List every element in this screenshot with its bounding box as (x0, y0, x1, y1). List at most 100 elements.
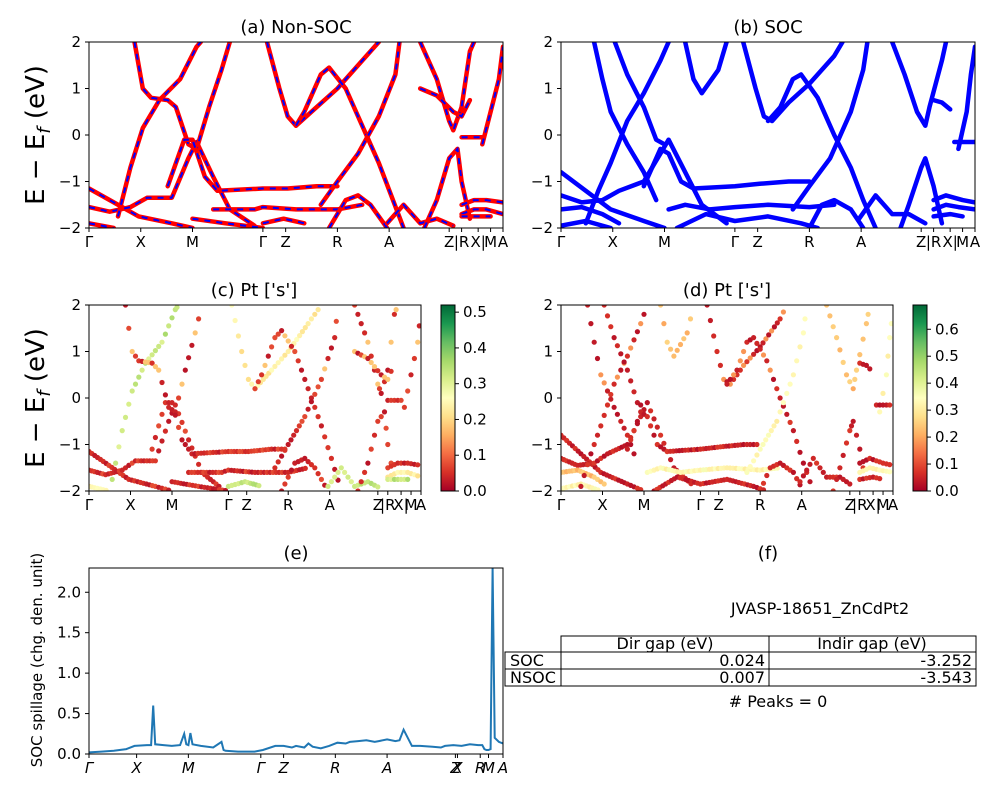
projection-point (176, 395, 182, 401)
projection-point (824, 305, 830, 308)
projection-point (169, 315, 175, 321)
projection-point (810, 455, 816, 461)
panel-a-ylabel: E − Ef (eV) (21, 65, 55, 205)
projection-point (333, 318, 339, 324)
projection-point (179, 437, 185, 443)
projection-point (156, 423, 162, 429)
projection-point (169, 400, 175, 406)
projection-point (315, 384, 321, 390)
projection-point (162, 331, 168, 337)
projection-point (624, 432, 631, 438)
projection-point (595, 487, 601, 491)
projection-point (109, 476, 115, 482)
projection-point (113, 460, 119, 466)
x-tick-label: Γ (731, 233, 740, 251)
x-tick-label: Z (845, 496, 855, 514)
projection-point (174, 305, 180, 310)
projection-point (352, 305, 358, 308)
x-tick-label: Γ (696, 496, 705, 514)
projection-point (186, 446, 192, 452)
projection-point (604, 402, 611, 408)
projection-point (269, 367, 275, 373)
projection-point (302, 325, 308, 331)
projection-point (179, 419, 185, 425)
x-tick-label: A (856, 233, 867, 251)
projection-point (611, 335, 617, 341)
projection-point (814, 460, 820, 466)
x-tick-label: R (283, 496, 293, 514)
projection-point (581, 472, 587, 479)
projection-point (322, 366, 328, 372)
projection-point (388, 368, 394, 374)
projection-point (146, 356, 152, 362)
projection-point (172, 412, 178, 418)
projection-point (867, 366, 873, 372)
projection-point (288, 437, 294, 443)
projection-point (182, 367, 188, 373)
projection-point (797, 344, 803, 350)
projection-point (362, 469, 368, 475)
colorbar-tick-label: 0.5 (935, 347, 959, 365)
y-tick-label: −2 (59, 482, 81, 500)
x-tick-label: M (956, 233, 969, 251)
projection-point (714, 348, 720, 355)
x-tick-label: X| (865, 496, 880, 514)
band-line-overlay (419, 87, 471, 118)
projection-point (863, 362, 870, 368)
projection-point (588, 451, 594, 457)
projection-point (578, 483, 584, 489)
band-line-overlay (117, 42, 202, 217)
projection-point (834, 476, 840, 482)
band-line (612, 42, 667, 147)
projection-point (608, 396, 614, 402)
band-line-overlay (89, 222, 114, 228)
projection-point (628, 345, 634, 351)
y-tick-label: −1 (531, 436, 553, 454)
x-tick-label: X (125, 496, 135, 514)
band-line (956, 44, 975, 152)
projection-point (192, 330, 198, 336)
projection-point (308, 316, 314, 322)
table-header-dir-gap: Dir gap (eV) (617, 634, 714, 653)
band-line (260, 216, 307, 226)
y-tick-label: 2 (71, 296, 81, 314)
projection-point (322, 434, 328, 440)
projection-point (614, 411, 621, 417)
projection-point (305, 321, 311, 327)
x-tick-label: Γ (85, 759, 95, 777)
projection-point (176, 424, 182, 430)
projection-point (269, 344, 275, 350)
projection-point (852, 376, 858, 382)
projection-point (668, 457, 674, 463)
projection-point (122, 414, 129, 420)
projection-point (302, 376, 308, 382)
projection-point (103, 487, 109, 491)
projection-point (780, 400, 787, 406)
projection-point (295, 358, 301, 364)
projection-point (857, 352, 863, 358)
projection-point (687, 316, 694, 322)
band-line (132, 42, 233, 152)
y-tick-label: −2 (531, 219, 553, 237)
x-tick-label: Γ (257, 759, 267, 777)
band-line (459, 207, 503, 217)
projection-point (847, 481, 853, 487)
projection-point (837, 347, 843, 353)
x-tick-label: X| (393, 496, 408, 514)
x-tick-label: Z (281, 233, 291, 251)
projection-point (634, 329, 641, 335)
y-tick-label: 0 (543, 389, 553, 407)
projection-point (388, 339, 394, 345)
y-tick-label: 1 (71, 80, 81, 98)
projection-point (416, 323, 421, 329)
band-line (931, 202, 975, 212)
projection-point (585, 462, 591, 468)
projection-point (375, 484, 381, 490)
projection-point (853, 432, 860, 438)
band-line (264, 42, 382, 128)
panel-a-frame (88, 41, 504, 229)
projection-point (149, 446, 155, 452)
projection-point (159, 379, 165, 386)
projection-point (757, 446, 763, 452)
projection-point (186, 437, 192, 443)
